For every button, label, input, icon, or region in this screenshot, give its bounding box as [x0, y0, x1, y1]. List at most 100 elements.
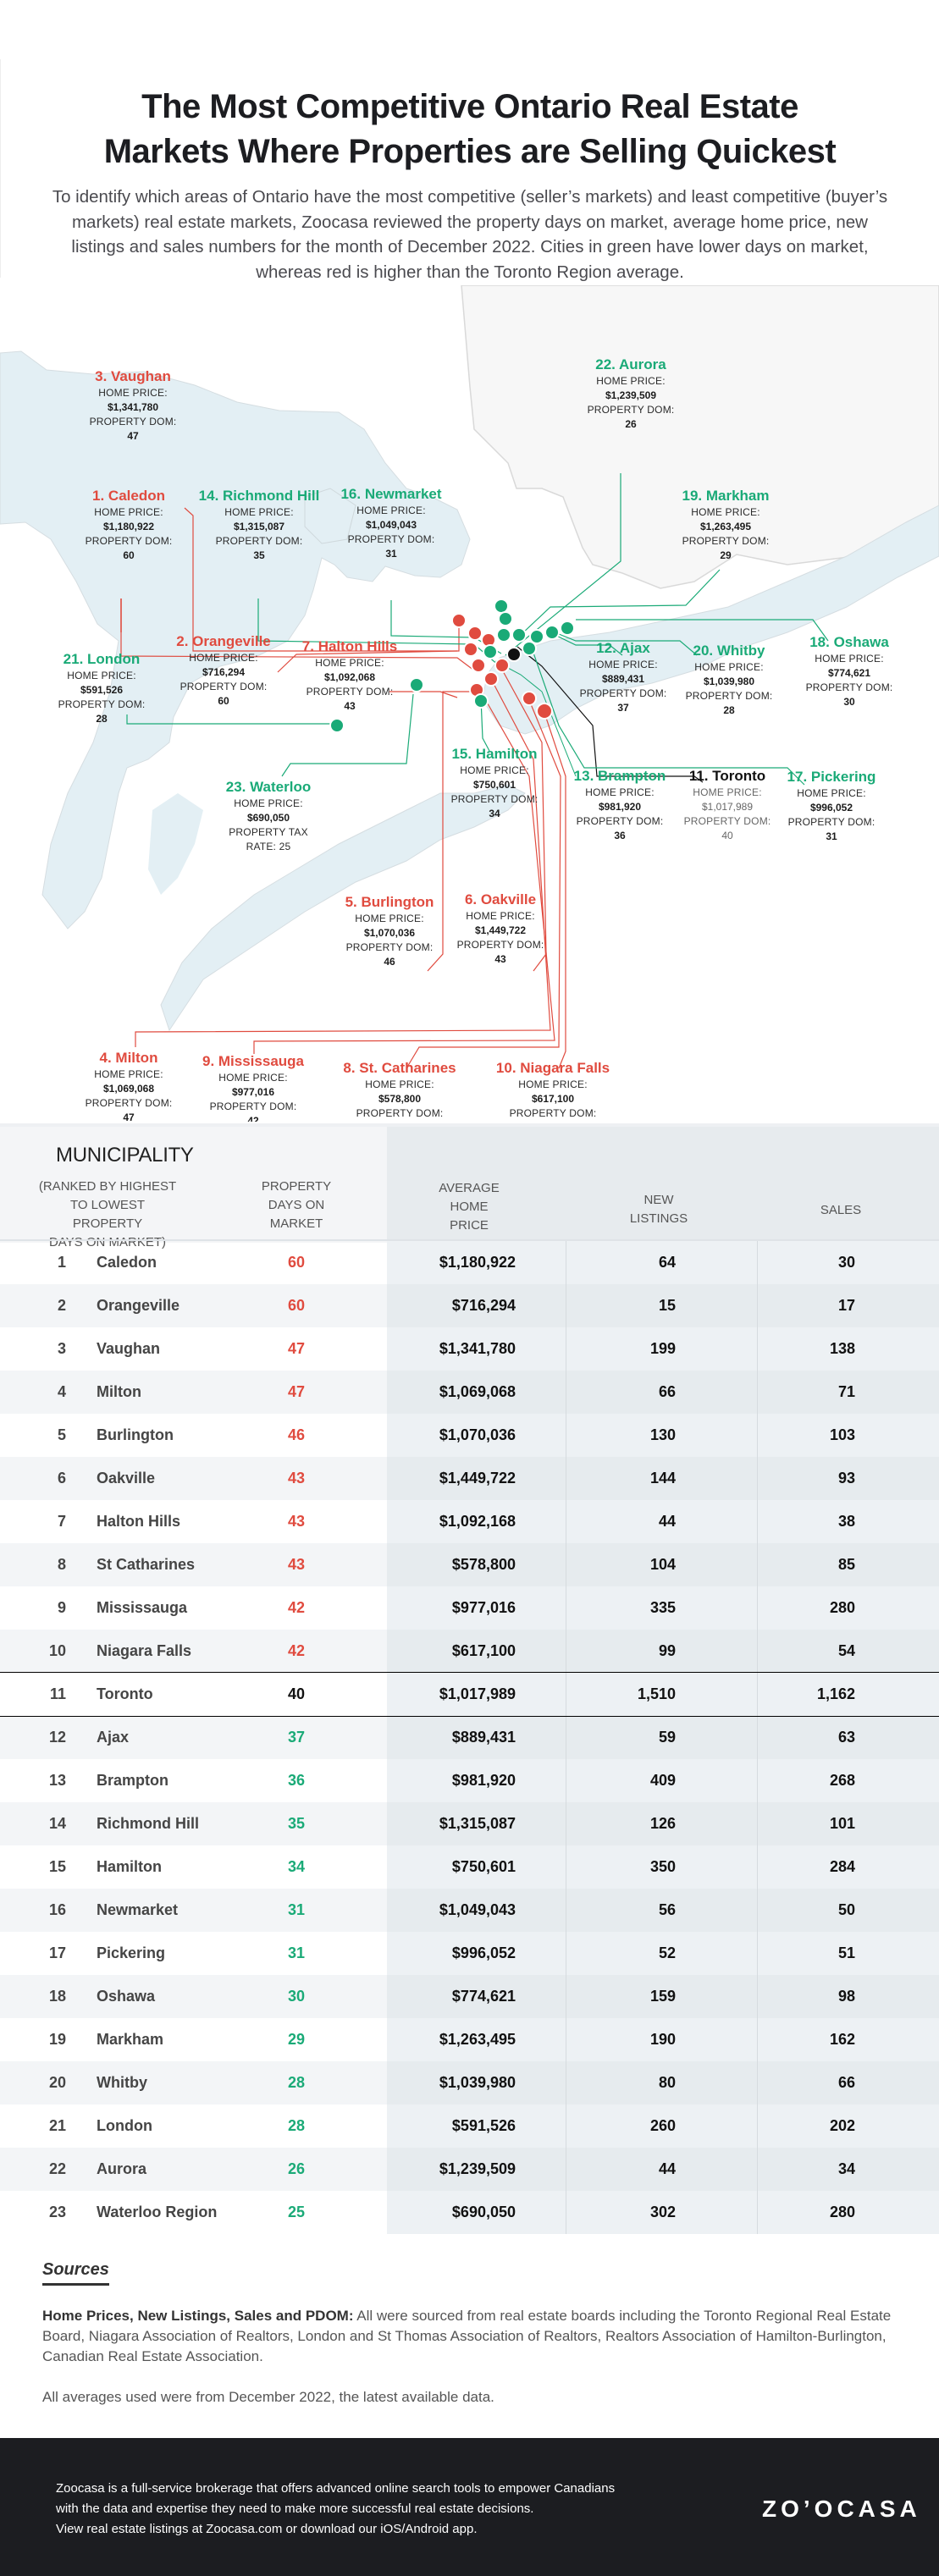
- footer-text: Zoocasa is a full-service brokerage that…: [56, 2481, 616, 2536]
- row-rank: 3: [57, 1340, 66, 1357]
- table-row: 10 Niagara Falls 42 $617,100 99 54: [0, 1630, 939, 1673]
- row-sales: 1,162: [816, 1685, 855, 1702]
- row-new-listings: 44: [658, 1513, 676, 1530]
- row-days-on-market: 29: [287, 2031, 306, 2048]
- row-new-listings: 104: [649, 1556, 676, 1573]
- map-label-waterloo: 23. Waterloo HOME PRICE: $690,050 PROPERTY …: [225, 779, 312, 852]
- row-city: Markham: [97, 2031, 164, 2048]
- header-new-listings: NEW LISTINGS: [629, 1193, 688, 1226]
- row-rank: 20: [48, 2074, 66, 2091]
- row-rank: 5: [57, 1426, 66, 1443]
- row-city: Vaughan: [97, 1340, 161, 1357]
- row-price: $1,017,989: [439, 1685, 516, 1702]
- title-line-1: The Most Competitive Ontario Real Estate: [141, 88, 798, 125]
- row-sales: 101: [829, 1815, 855, 1832]
- row-rank: 12: [48, 1729, 66, 1746]
- sources-title: Sources: [42, 2260, 109, 2286]
- row-city: Pickering: [97, 1944, 166, 1961]
- row-price: $981,920: [451, 1772, 516, 1789]
- row-days-on-market: 37: [287, 1729, 306, 1746]
- row-rank: 9: [57, 1599, 66, 1616]
- row-days-on-market: 25: [287, 2204, 306, 2220]
- row-price: $996,052: [451, 1944, 516, 1961]
- map-label-orangeville: 2. Orangeville HOME PRICE: $716,294 PROPERT…: [176, 633, 271, 707]
- row-new-listings: 52: [658, 1944, 676, 1961]
- row-days-on-market: 36: [287, 1772, 306, 1789]
- map-label-niagara-falls: 10. Niagara Falls HOME PRICE: $617,100 PROP…: [495, 1060, 610, 1119]
- row-price: $1,315,087: [439, 1815, 516, 1832]
- header-days-on-market: PROPERTY DAYS ON MARKET: [261, 1179, 332, 1231]
- row-rank: 21: [48, 2117, 66, 2134]
- row-sales: 138: [829, 1340, 855, 1357]
- row-days-on-market: 46: [287, 1426, 306, 1443]
- row-city: Brampton: [97, 1772, 168, 1789]
- row-rank: 17: [48, 1944, 66, 1961]
- row-city: Whitby: [97, 2074, 147, 2091]
- row-sales: 34: [837, 2160, 855, 2177]
- table-row: 17 Pickering 31 $996,052 52 51: [0, 1932, 939, 1975]
- row-city: Newmarket: [97, 1901, 179, 1918]
- row-days-on-market: 43: [287, 1513, 306, 1530]
- map-label-caledon: 1. Caledon HOME PRICE: $1,180,922 PROPERTY …: [85, 488, 173, 561]
- row-price: $977,016: [451, 1599, 516, 1616]
- row-city: Oakville: [97, 1470, 156, 1487]
- map-label-halton-hills: 7. Halton Hills HOME PRICE: $1,092,068 PROP…: [301, 638, 398, 712]
- row-sales: 66: [837, 2074, 855, 2091]
- row-sales: 280: [829, 1599, 855, 1616]
- table-row: 6 Oakville 43 $1,449,722 144 93: [0, 1457, 939, 1500]
- table-row: 4 Milton 47 $1,069,068 66 71: [0, 1371, 939, 1414]
- row-new-listings: 199: [649, 1340, 676, 1357]
- row-days-on-market: 30: [287, 1988, 306, 2005]
- table-row: 15 Hamilton 34 $750,601 350 284: [0, 1845, 939, 1889]
- row-price: $591,526: [451, 2117, 516, 2134]
- row-new-listings: 409: [649, 1772, 676, 1789]
- row-price: $889,431: [451, 1729, 516, 1746]
- municipality-table: MUNICIPALITY (RANKED BY HIGHEST TO LOWEST…: [0, 1123, 939, 2234]
- row-new-listings: 59: [658, 1729, 676, 1746]
- row-days-on-market: 43: [287, 1556, 306, 1573]
- row-rank: 4: [57, 1383, 66, 1400]
- row-price: $774,621: [451, 1988, 516, 2005]
- row-city: London: [97, 2117, 152, 2134]
- row-price: $578,800: [451, 1556, 516, 1573]
- row-days-on-market: 31: [287, 1901, 306, 1918]
- row-price: $1,263,495: [439, 2031, 516, 2048]
- sources-section: Sources Home Prices, New Listings, Sales…: [42, 2260, 906, 2408]
- row-sales: 98: [837, 1988, 855, 2005]
- table-row: 22 Aurora 26 $1,239,509 44 34: [0, 2148, 939, 2191]
- row-new-listings: 130: [649, 1426, 676, 1443]
- intro-text: To identify which areas of Ontario have …: [52, 187, 888, 282]
- row-rank: 19: [48, 2031, 66, 2048]
- row-sales: 202: [829, 2117, 855, 2134]
- table-row: 11 Toronto 40 $1,017,989 1,510 1,162: [0, 1672, 939, 1717]
- row-sales: 17: [837, 1297, 855, 1314]
- map-label-richmond-hill: 14. Richmond Hill HOME PRICE: $1,315,087 PR…: [198, 488, 320, 561]
- table-row: 5 Burlington 46 $1,070,036 130 103: [0, 1414, 939, 1457]
- table-row: 2 Orangeville 60 $716,294 15 17: [0, 1284, 939, 1327]
- table-row: 21 London 28 $591,526 260 202: [0, 2104, 939, 2148]
- row-days-on-market: 42: [287, 1642, 306, 1659]
- row-sales: 71: [837, 1383, 855, 1400]
- row-price: $1,070,036: [439, 1426, 516, 1443]
- row-days-on-market: 28: [287, 2117, 306, 2134]
- row-sales: 85: [837, 1556, 855, 1573]
- table-row: 14 Richmond Hill 35 $1,315,087 126 101: [0, 1802, 939, 1845]
- table-row: 7 Halton Hills 43 $1,092,168 44 38: [0, 1500, 939, 1543]
- row-sales: 50: [837, 1901, 855, 1918]
- row-city: Orangeville: [97, 1297, 180, 1314]
- map-label-whitby: 20. Whitby HOME PRICE: $1,039,980 PROPERTY …: [685, 643, 773, 716]
- header-ranked: (RANKED BY HIGHEST TO LOWEST PROPERTY DAYS…: [38, 1179, 177, 1249]
- row-price: $1,449,722: [439, 1470, 516, 1487]
- map-label-hamilton: 15. Hamilton HOME PRICE: $750,601 PROPERTY …: [450, 746, 539, 819]
- row-new-listings: 1,510: [637, 1685, 676, 1702]
- row-new-listings: 190: [649, 2031, 676, 2048]
- row-sales: 51: [837, 1944, 855, 1961]
- row-sales: 103: [829, 1426, 855, 1443]
- row-sales: 268: [829, 1772, 855, 1789]
- row-city: Hamilton: [97, 1858, 163, 1875]
- map-label-toronto: 11. Toronto HOME PRICE: $1,017,989 PROPERTY…: [683, 768, 771, 841]
- row-city: St Catharines: [97, 1556, 196, 1573]
- row-rank: 10: [48, 1642, 66, 1659]
- row-sales: 162: [829, 2031, 855, 2048]
- row-new-listings: 56: [658, 1901, 676, 1918]
